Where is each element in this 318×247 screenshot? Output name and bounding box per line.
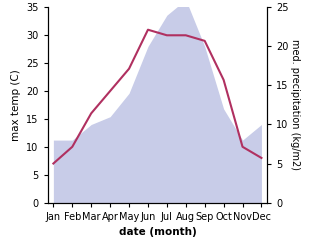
Y-axis label: med. precipitation (kg/m2): med. precipitation (kg/m2)	[290, 40, 300, 170]
Y-axis label: max temp (C): max temp (C)	[10, 69, 21, 141]
X-axis label: date (month): date (month)	[119, 227, 196, 237]
